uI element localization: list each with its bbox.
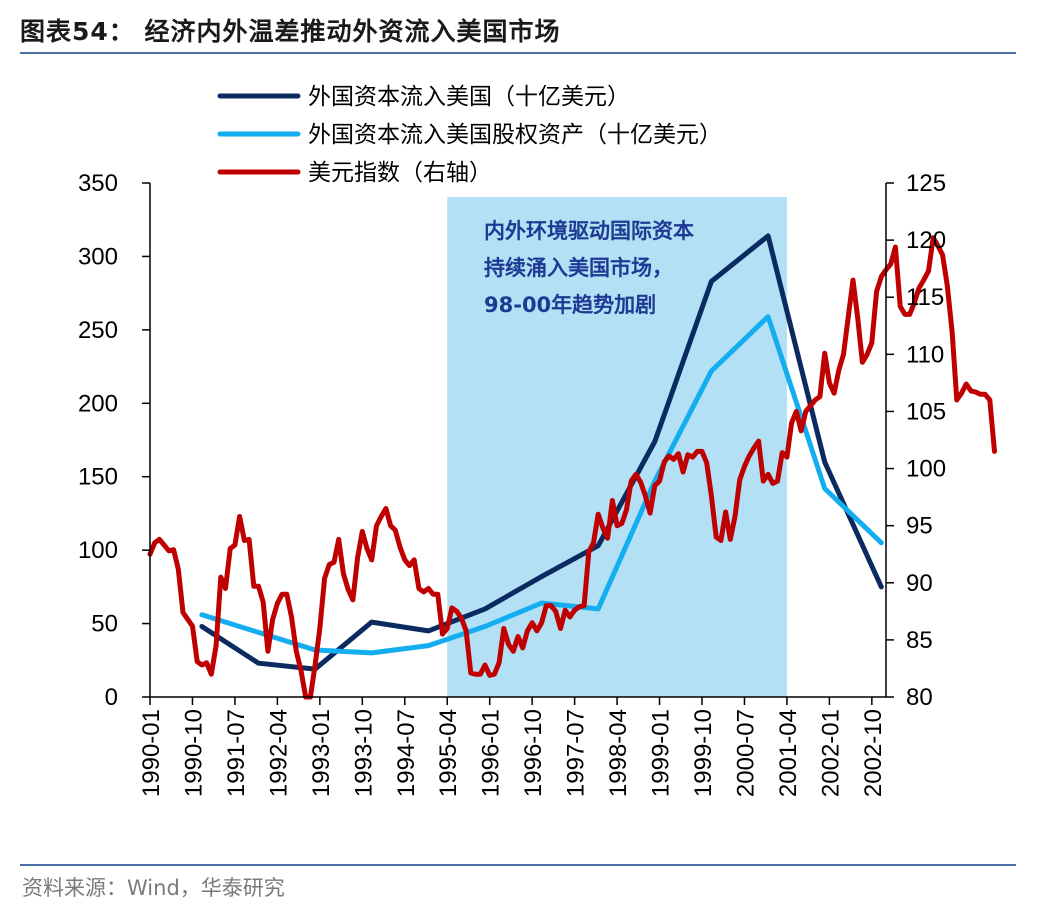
x-tick-label: 1998-04 (605, 709, 632, 797)
x-tick-label: 1996-10 (520, 709, 547, 797)
left-tick-label: 200 (78, 390, 118, 417)
x-tick-label: 1999-10 (690, 709, 717, 797)
annotation-line: 持续涌入美国市场， (484, 256, 673, 280)
legend-label: 外国资本流入美国股权资产（十亿美元） (308, 122, 722, 148)
axes-layer: 0 50 100 150 200 250 300 350 80 85 90 95 100 105 110 11… (78, 170, 946, 797)
left-tick-label: 0 (105, 684, 118, 711)
chart: 0 50 100 150 200 250 300 350 80 85 90 95 100 105 110 11… (78, 84, 997, 797)
x-tick-label: 1992-04 (265, 709, 292, 797)
x-tick-label: 1993-10 (350, 709, 377, 797)
right-tick-label: 110 (906, 341, 944, 368)
legend-label: 美元指数（右轴） (308, 160, 492, 186)
left-tick-label: 100 (78, 537, 118, 564)
x-tick-label: 2002-10 (860, 709, 887, 797)
x-tick-label: 1993-01 (308, 709, 335, 797)
x-tick-label: 2000-07 (732, 709, 759, 797)
x-tick-label: 2002-01 (817, 709, 844, 797)
right-tick-label: 125 (906, 170, 946, 197)
left-tick-label: 350 (78, 170, 118, 197)
legend: 外国资本流入美国（十亿美元） 外国资本流入美国股权资产（十亿美元） 美元指数（右轴） (217, 84, 722, 186)
header-divider (20, 52, 1016, 54)
right-tick-label: 115 (906, 284, 944, 311)
series-line-3 (147, 235, 997, 700)
left-tick-label: 150 (78, 464, 118, 491)
annotation-line: 98-00年趋势加剧 (484, 293, 656, 317)
left-tick-label: 250 (78, 317, 118, 344)
page-title: 图表54： 经济内外温差推动外资流入美国市场 (20, 17, 561, 46)
right-tick-label: 85 (906, 627, 933, 654)
right-tick-label: 100 (906, 456, 946, 483)
right-tick-label: 80 (906, 684, 933, 711)
x-tick-label: 1990-01 (138, 709, 165, 797)
right-tick-label: 105 (906, 398, 946, 425)
x-tick-label: 1990-10 (180, 709, 207, 797)
x-tick-label: 1999-01 (648, 709, 675, 797)
left-tick-label: 50 (91, 611, 118, 638)
source-note: 资料来源：Wind，华泰研究 (22, 876, 285, 900)
x-tick-label: 1996-01 (478, 709, 505, 797)
x-tick-label: 1997-07 (563, 709, 590, 797)
x-tick-label: 1994-07 (393, 709, 420, 797)
left-tick-label: 300 (78, 243, 118, 270)
shaded-region (447, 197, 787, 697)
series-layer (147, 233, 997, 700)
right-tick-label: 90 (906, 570, 933, 597)
right-tick-label: 95 (906, 513, 933, 540)
legend-label: 外国资本流入美国（十亿美元） (308, 84, 630, 110)
annotation-line: 内外环境驱动国际资本 (484, 219, 694, 243)
x-tick-label: 2001-04 (775, 709, 802, 797)
x-tick-label: 1991-07 (223, 709, 250, 797)
right-tick-label: 120 (906, 227, 946, 254)
footer-divider (20, 864, 1016, 866)
x-tick-label: 1995-04 (435, 709, 462, 797)
